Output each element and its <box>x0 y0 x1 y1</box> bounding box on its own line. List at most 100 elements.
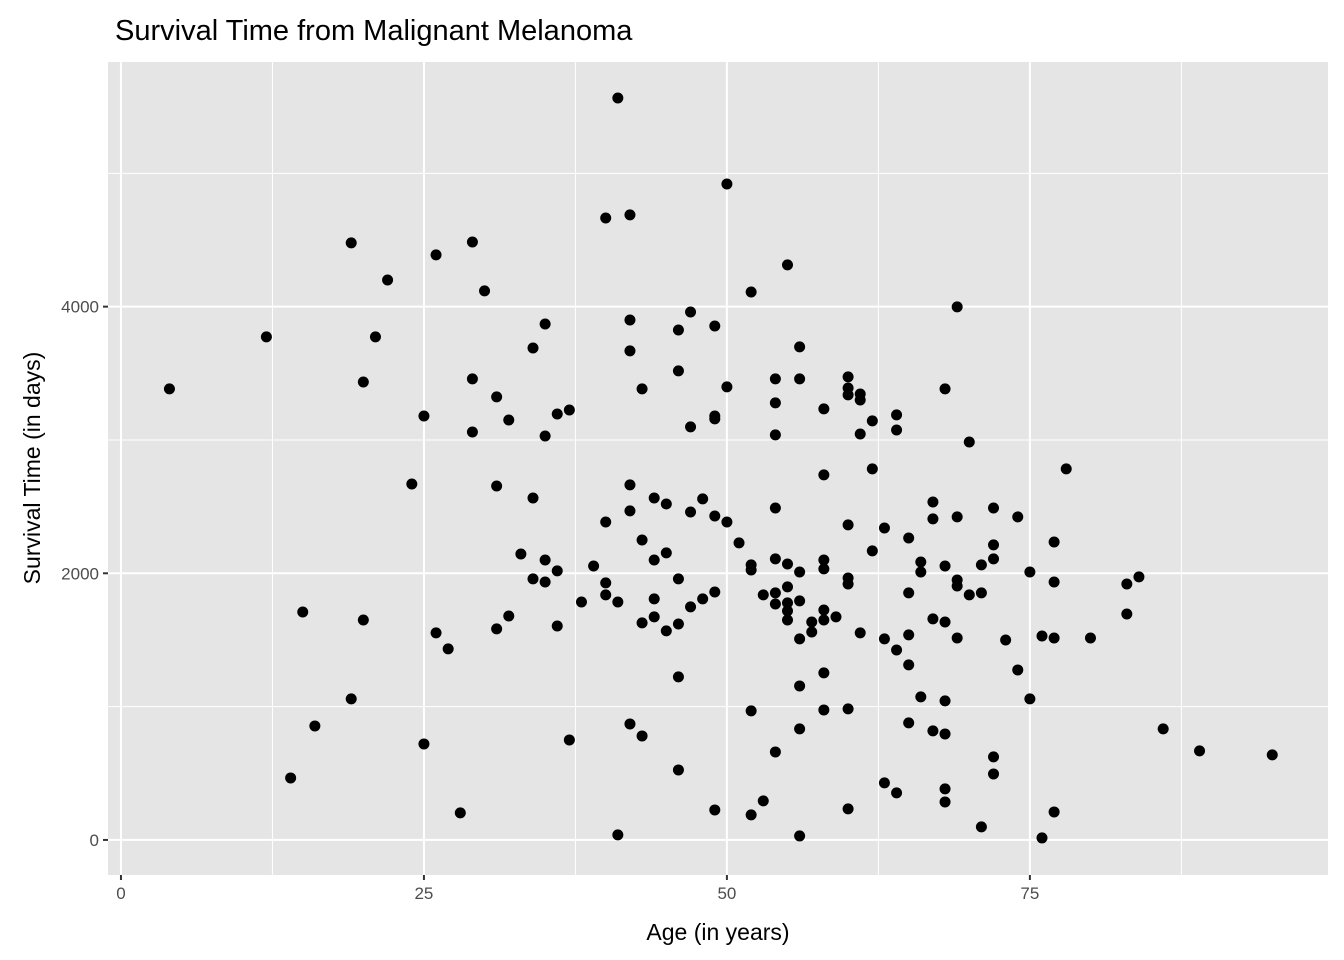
data-point <box>430 627 442 639</box>
data-point <box>782 614 794 626</box>
data-point <box>612 92 624 104</box>
data-point <box>769 373 781 385</box>
data-point <box>1133 571 1145 583</box>
data-point <box>345 693 357 705</box>
data-point <box>660 625 672 637</box>
y-tick-label: 4000 <box>61 298 99 317</box>
data-point <box>672 573 684 585</box>
data-point <box>745 286 757 298</box>
data-point <box>551 408 563 420</box>
x-tick-label: 0 <box>116 884 125 903</box>
data-point <box>878 777 890 789</box>
data-point <box>636 383 648 395</box>
data-point <box>818 667 830 679</box>
data-point <box>442 643 454 655</box>
data-point <box>951 301 963 313</box>
data-point <box>842 578 854 590</box>
data-point <box>1036 630 1048 642</box>
data-point <box>527 342 539 354</box>
data-point <box>866 463 878 475</box>
data-point <box>1194 745 1206 757</box>
data-point <box>988 502 1000 514</box>
data-point <box>479 285 491 297</box>
data-point <box>539 430 551 442</box>
data-point <box>563 734 575 746</box>
data-point <box>503 610 515 622</box>
data-point <box>406 478 418 490</box>
data-point <box>1121 578 1133 590</box>
data-point <box>551 565 563 577</box>
data-point <box>794 595 806 607</box>
data-point <box>915 556 927 568</box>
data-point <box>794 633 806 645</box>
chart-title: Survival Time from Malignant Melanoma <box>115 15 633 47</box>
data-point <box>672 618 684 630</box>
data-point <box>818 469 830 481</box>
data-point <box>260 331 272 343</box>
data-point <box>672 671 684 683</box>
data-point <box>745 564 757 576</box>
data-point <box>975 559 987 571</box>
data-point <box>660 498 672 510</box>
data-point <box>1157 723 1169 735</box>
data-point <box>636 534 648 546</box>
data-point <box>794 566 806 578</box>
data-point <box>672 324 684 336</box>
data-point <box>685 306 697 318</box>
data-point <box>309 720 321 732</box>
data-point <box>721 516 733 528</box>
data-point <box>939 695 951 707</box>
data-point <box>527 492 539 504</box>
data-point <box>818 704 830 716</box>
data-point <box>782 597 794 609</box>
data-point <box>903 532 915 544</box>
data-point <box>891 409 903 421</box>
data-point <box>721 381 733 393</box>
data-point <box>975 821 987 833</box>
data-point <box>891 644 903 656</box>
data-point <box>866 415 878 427</box>
x-tick-label: 25 <box>414 884 433 903</box>
data-point <box>382 274 394 286</box>
data-point <box>903 659 915 671</box>
data-point <box>369 331 381 343</box>
data-point <box>842 389 854 401</box>
data-point <box>939 616 951 628</box>
data-point <box>769 502 781 514</box>
data-point <box>660 547 672 559</box>
plot-panel <box>108 62 1328 875</box>
data-point <box>1266 749 1278 761</box>
data-point <box>697 493 709 505</box>
data-point <box>672 365 684 377</box>
data-point <box>782 558 794 570</box>
data-point <box>685 421 697 433</box>
data-point <box>709 510 721 522</box>
data-point <box>418 738 430 750</box>
data-point <box>939 383 951 395</box>
data-point <box>709 320 721 332</box>
data-point <box>782 259 794 271</box>
data-point <box>685 601 697 613</box>
data-point <box>709 586 721 598</box>
data-point <box>927 496 939 508</box>
data-point <box>915 566 927 578</box>
data-point <box>466 236 478 248</box>
data-point <box>648 611 660 623</box>
data-point <box>782 605 794 617</box>
data-point <box>1024 566 1036 578</box>
data-point <box>939 728 951 740</box>
data-point <box>842 703 854 715</box>
data-point <box>891 424 903 436</box>
data-point <box>769 598 781 610</box>
data-point <box>430 249 442 261</box>
y-tick-label: 2000 <box>61 564 99 583</box>
data-point <box>927 725 939 737</box>
data-point <box>794 723 806 735</box>
data-point <box>624 209 636 221</box>
y-tick-label: 0 <box>90 831 99 850</box>
data-point <box>345 237 357 249</box>
data-point <box>988 553 1000 565</box>
data-point <box>866 545 878 557</box>
data-point <box>612 829 624 841</box>
